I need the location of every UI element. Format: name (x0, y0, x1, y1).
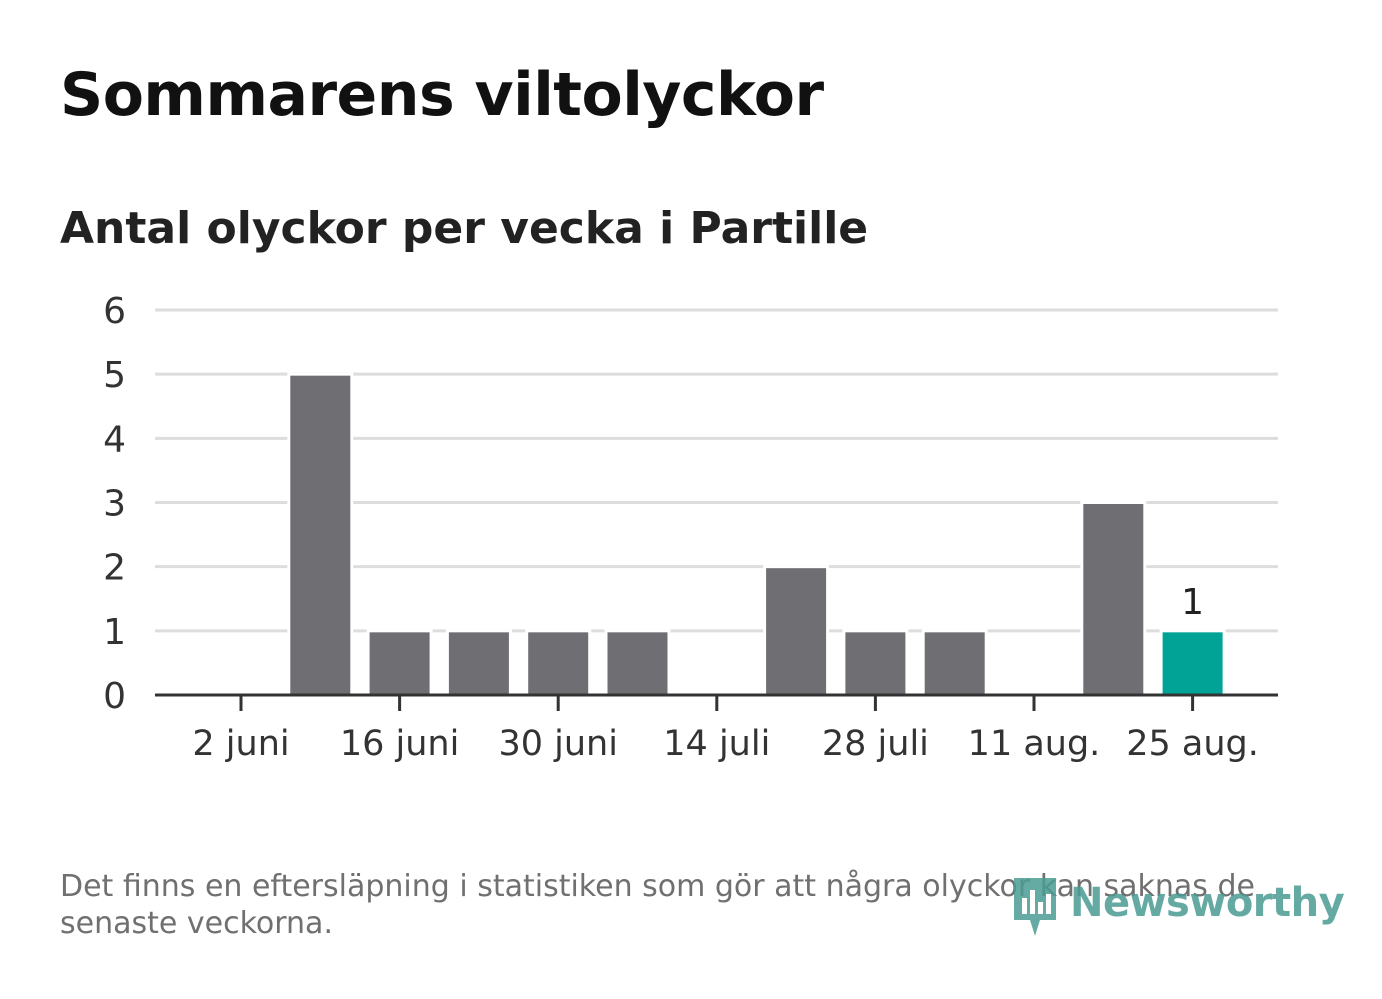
y-tick-label: 4 (103, 419, 126, 460)
x-tick-label: 14 juli (663, 724, 770, 764)
x-tick-label: 28 juli (822, 724, 929, 764)
chart-subtitle: Antal olyckor per vecka i Partille (60, 203, 869, 254)
bar (604, 629, 671, 697)
x-tick-label: 2 juni (192, 724, 289, 764)
bar (921, 629, 988, 697)
y-tick-label: 6 (103, 291, 126, 332)
bar (1159, 629, 1226, 697)
data-label: 1 (1181, 582, 1204, 623)
y-tick-label: 3 (103, 484, 126, 525)
y-tick-label: 0 (103, 676, 126, 717)
newsworthy-logo-icon (1014, 878, 1056, 936)
x-tick-label: 11 aug. (968, 724, 1101, 764)
bar (1080, 501, 1147, 697)
newsworthy-logo-text: Newsworthy (1070, 880, 1345, 926)
bar (842, 629, 909, 697)
x-tick-label: 25 aug. (1126, 724, 1259, 764)
x-tick-label: 30 juni (498, 724, 617, 764)
y-tick-label: 1 (103, 612, 126, 653)
bar (366, 629, 433, 697)
bar (525, 629, 592, 697)
bar (445, 629, 512, 697)
chart-title: Sommarens viltolyckor (60, 60, 824, 130)
y-tick-label: 5 (103, 355, 126, 396)
x-tick-label: 16 juni (340, 724, 459, 764)
y-tick-label: 2 (103, 548, 126, 589)
bar (287, 372, 354, 697)
bar (763, 565, 830, 697)
newsworthy-logo: Newsworthy (1010, 868, 1345, 938)
